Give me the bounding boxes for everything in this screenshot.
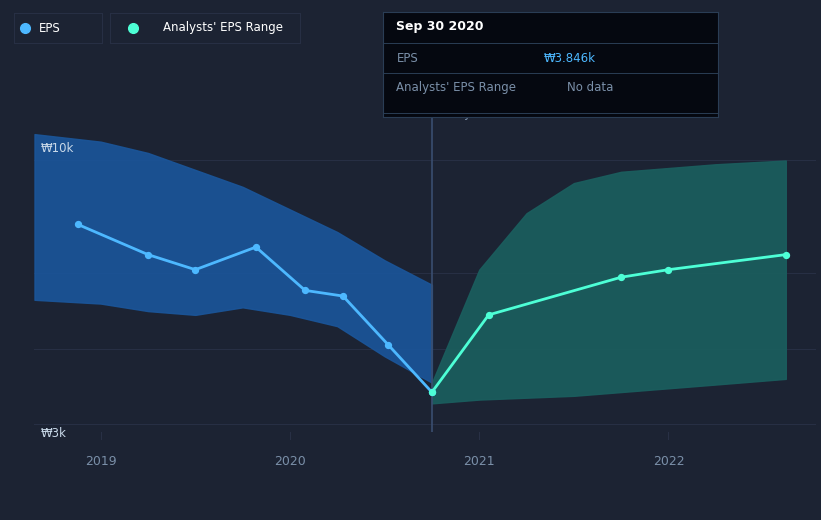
Text: Analysts' EPS Range: Analysts' EPS Range [163, 21, 283, 34]
Point [779, 251, 792, 259]
Text: EPS: EPS [397, 52, 418, 65]
Point [189, 266, 202, 274]
Text: 2019: 2019 [85, 455, 117, 468]
Point [425, 388, 438, 396]
Text: No data: No data [567, 81, 613, 94]
Point [250, 243, 263, 251]
Text: 2020: 2020 [274, 455, 306, 468]
Point [299, 286, 312, 294]
Point [615, 273, 628, 281]
Point [482, 311, 495, 319]
Text: Analysts Forecasts: Analysts Forecasts [438, 107, 548, 120]
Text: Analysts' EPS Range: Analysts' EPS Range [397, 81, 516, 94]
Point [337, 292, 350, 300]
Text: Actual: Actual [389, 107, 426, 120]
Text: ₩10k: ₩10k [40, 142, 74, 155]
Text: Sep 30 2020: Sep 30 2020 [397, 20, 484, 33]
Point [662, 266, 675, 274]
Text: ₩3.846k: ₩3.846k [544, 52, 596, 65]
Text: 2022: 2022 [653, 455, 684, 468]
Point [141, 251, 154, 259]
Text: EPS: EPS [39, 21, 61, 34]
Text: ₩3k: ₩3k [40, 427, 66, 440]
Text: 2021: 2021 [463, 455, 495, 468]
Point [382, 341, 395, 349]
Point [71, 220, 85, 229]
Point [425, 388, 438, 396]
